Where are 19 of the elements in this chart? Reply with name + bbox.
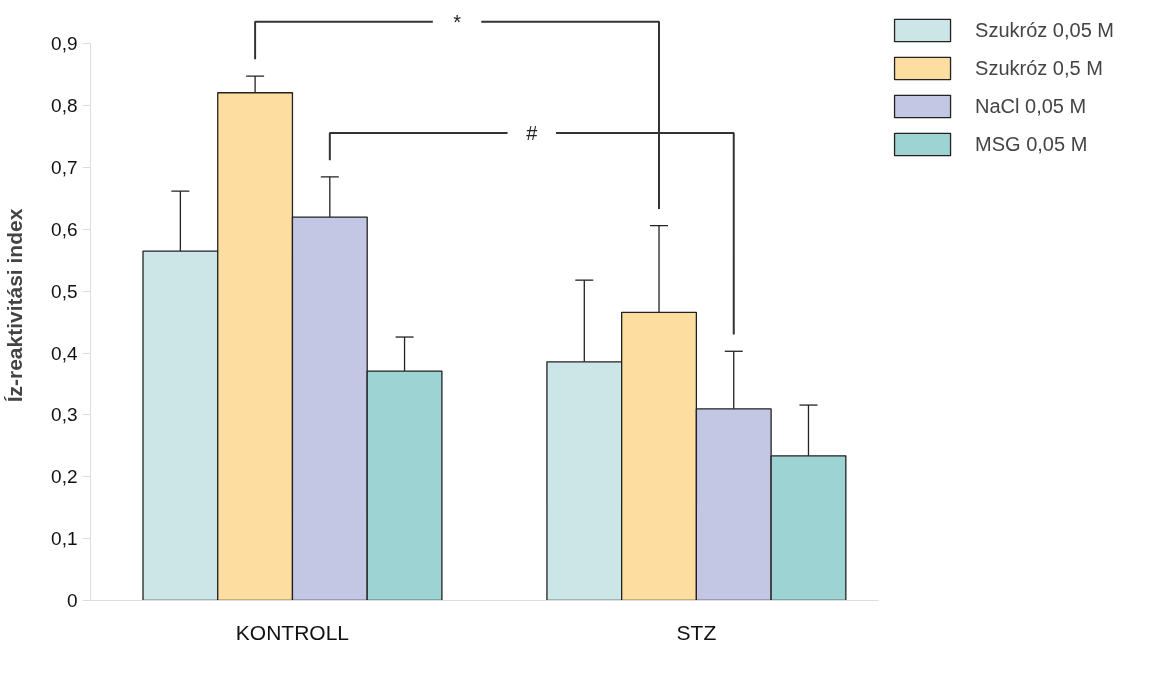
y-tick-label: 0,7 xyxy=(51,157,78,179)
y-tick-label: 0,2 xyxy=(51,466,78,488)
y-tick-label: 0,3 xyxy=(51,404,78,426)
y-tick-label: 0,9 xyxy=(51,33,78,55)
legend-label: Szukróz 0,5 M xyxy=(975,56,1103,80)
x-tick-label: STZ xyxy=(676,620,717,644)
y-tick-label: 0,4 xyxy=(51,342,78,364)
y-axis-title: Íz-reaktivitási index xyxy=(3,208,27,403)
y-tick-label: 0,5 xyxy=(51,280,78,302)
x-tick-label: KONTROLL xyxy=(235,620,350,644)
y-tick-label: 0 xyxy=(66,590,78,611)
legend-label: MSG 0,05 M xyxy=(975,132,1088,156)
legend-label: NaCl 0,05 M xyxy=(975,94,1087,118)
annotation: # xyxy=(526,121,539,144)
y-tick-label: 0,6 xyxy=(51,218,78,240)
text: * xyxy=(453,10,462,33)
y-tick-label: 0,8 xyxy=(51,95,78,117)
legend-label: Szukróz 0,05 M xyxy=(975,18,1114,42)
y-tick-label: 0,1 xyxy=(51,528,78,550)
